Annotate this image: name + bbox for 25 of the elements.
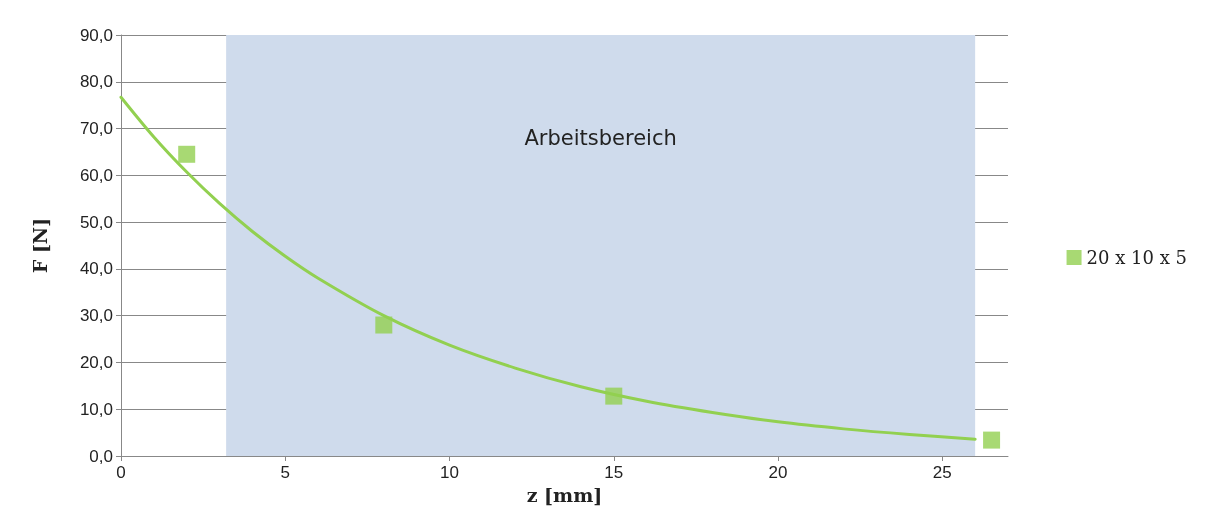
x-axis-title: z [mm] <box>526 484 603 507</box>
x-tick-label: 5 <box>280 463 290 482</box>
y-tick-label: 90,0 <box>79 25 113 45</box>
band-label: Arbeitsbereich <box>524 125 677 150</box>
x-tick-label: 0 <box>116 463 126 482</box>
point <box>178 145 196 163</box>
y-tick-label: 60,0 <box>79 165 113 185</box>
x-tick-label: 15 <box>604 463 624 482</box>
x-tick-label: 20 <box>768 463 788 482</box>
x-tick-label: 25 <box>932 463 952 482</box>
y-tick-label: 80,0 <box>79 72 113 92</box>
y-tick-label: 50,0 <box>79 212 113 232</box>
line-series <box>119 95 977 441</box>
y-axis-title: F [N] <box>28 217 51 274</box>
point <box>605 387 623 405</box>
y-tick-label: 20,0 <box>79 352 113 372</box>
y-tick-label: 40,0 <box>79 259 113 279</box>
point <box>983 431 1001 449</box>
legend-label: 20 x 10 x 5 <box>1086 247 1187 268</box>
y-tick-label: 0,0 <box>89 446 113 466</box>
point <box>375 316 393 334</box>
y-tick-label: 30,0 <box>79 306 113 326</box>
x-tick-label: 10 <box>440 463 459 482</box>
y-tick-label: 70,0 <box>79 119 113 139</box>
y-tick-label: 10,0 <box>79 399 113 419</box>
